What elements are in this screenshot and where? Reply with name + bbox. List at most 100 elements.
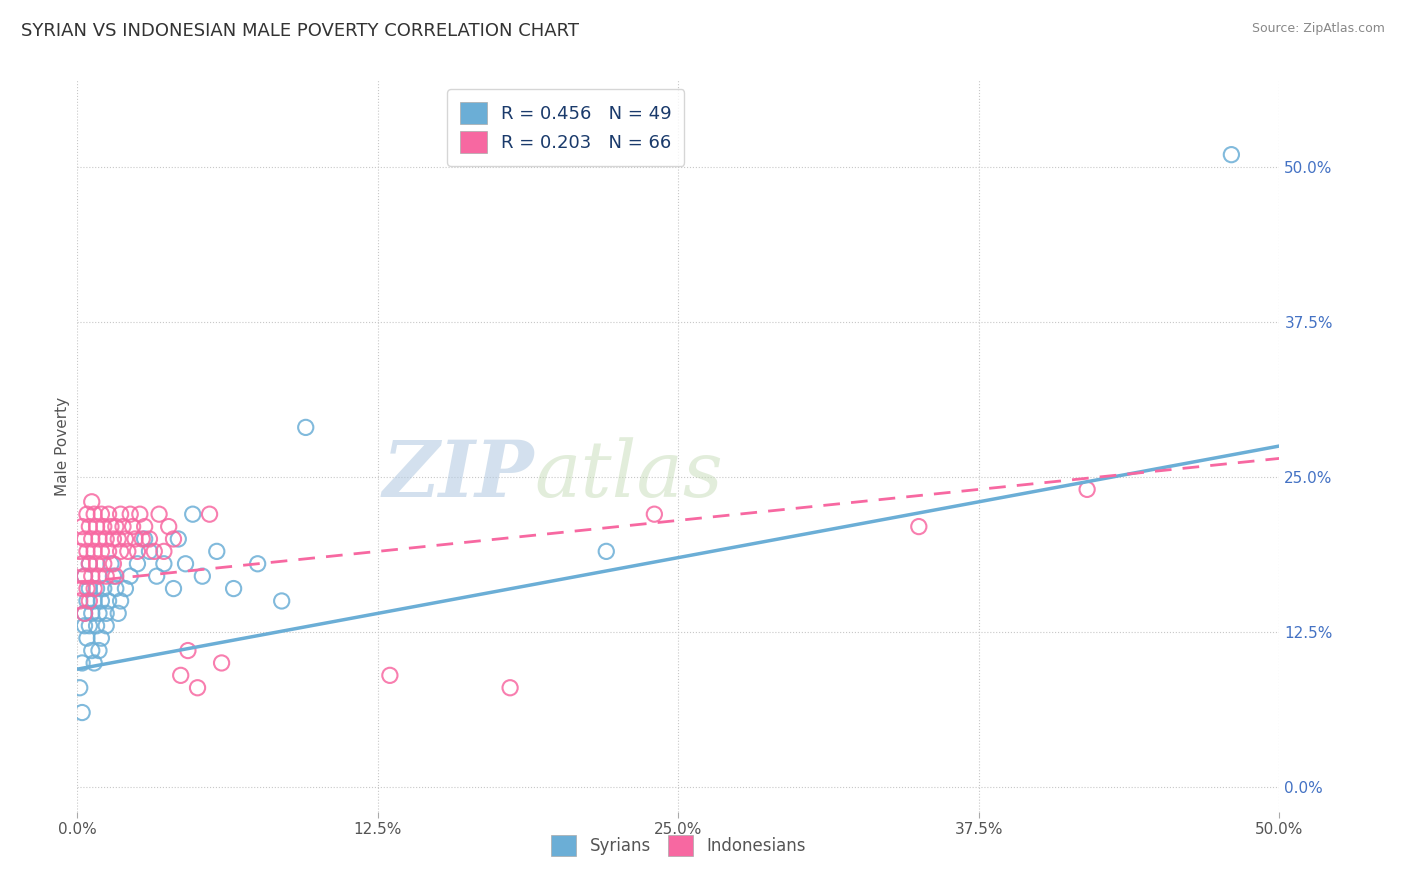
Point xyxy=(87,643,110,657)
Point xyxy=(153,557,176,571)
Point xyxy=(499,681,522,695)
Point xyxy=(127,557,149,571)
Point xyxy=(70,656,93,670)
Point xyxy=(76,582,98,596)
Point xyxy=(145,569,167,583)
Point xyxy=(73,607,96,621)
Point xyxy=(198,507,221,521)
Point xyxy=(79,594,101,608)
Point xyxy=(86,557,108,571)
Point xyxy=(170,668,193,682)
Point xyxy=(181,507,204,521)
Point xyxy=(100,557,122,571)
Y-axis label: Male Poverty: Male Poverty xyxy=(55,396,70,496)
Point xyxy=(76,631,98,645)
Point xyxy=(1220,147,1243,161)
Point xyxy=(191,569,214,583)
Point xyxy=(167,532,190,546)
Point xyxy=(90,544,112,558)
Point xyxy=(120,507,142,521)
Point xyxy=(79,557,101,571)
Point xyxy=(104,569,127,583)
Point xyxy=(76,507,98,521)
Point xyxy=(643,507,665,521)
Text: SYRIAN VS INDONESIAN MALE POVERTY CORRELATION CHART: SYRIAN VS INDONESIAN MALE POVERTY CORREL… xyxy=(21,22,579,40)
Point xyxy=(73,607,96,621)
Point xyxy=(90,594,112,608)
Point xyxy=(80,532,103,546)
Point xyxy=(138,532,160,546)
Point xyxy=(70,519,93,533)
Point xyxy=(153,544,176,558)
Point xyxy=(124,532,146,546)
Point xyxy=(86,582,108,596)
Point xyxy=(83,582,105,596)
Point xyxy=(595,544,617,558)
Point xyxy=(187,681,209,695)
Point xyxy=(90,631,112,645)
Point xyxy=(222,582,245,596)
Point xyxy=(70,557,93,571)
Point xyxy=(76,544,98,558)
Point xyxy=(70,582,93,596)
Point xyxy=(134,519,156,533)
Point xyxy=(103,569,125,583)
Point xyxy=(148,507,170,521)
Point xyxy=(73,569,96,583)
Point xyxy=(79,557,101,571)
Point xyxy=(86,519,108,533)
Point xyxy=(76,594,98,608)
Point xyxy=(162,532,184,546)
Point xyxy=(121,519,143,533)
Point xyxy=(83,656,105,670)
Point xyxy=(128,507,150,521)
Point xyxy=(83,507,105,521)
Point xyxy=(270,594,292,608)
Point xyxy=(79,582,101,596)
Point xyxy=(211,656,233,670)
Point xyxy=(908,519,931,533)
Text: ZIP: ZIP xyxy=(382,437,534,514)
Point xyxy=(80,643,103,657)
Point xyxy=(127,544,149,558)
Point xyxy=(96,607,118,621)
Point xyxy=(80,495,103,509)
Point xyxy=(87,569,110,583)
Point xyxy=(96,532,118,546)
Point xyxy=(205,544,228,558)
Point xyxy=(110,594,132,608)
Point xyxy=(110,544,132,558)
Text: atlas: atlas xyxy=(534,437,723,514)
Point xyxy=(378,668,401,682)
Point xyxy=(97,594,120,608)
Point xyxy=(93,519,115,533)
Point xyxy=(73,569,96,583)
Point xyxy=(1076,483,1098,497)
Point xyxy=(294,420,316,434)
Point xyxy=(69,681,91,695)
Point xyxy=(87,532,110,546)
Point xyxy=(97,544,120,558)
Point xyxy=(93,557,115,571)
Point xyxy=(69,594,91,608)
Point xyxy=(96,619,118,633)
Point xyxy=(103,532,125,546)
Legend: Syrians, Indonesians: Syrians, Indonesians xyxy=(541,825,815,865)
Point xyxy=(143,544,166,558)
Point xyxy=(134,532,156,546)
Point xyxy=(70,706,93,720)
Point xyxy=(80,569,103,583)
Point xyxy=(73,619,96,633)
Point xyxy=(162,582,184,596)
Point xyxy=(87,607,110,621)
Point xyxy=(157,519,180,533)
Point xyxy=(80,607,103,621)
Point xyxy=(86,619,108,633)
Point xyxy=(90,507,112,521)
Point xyxy=(79,519,101,533)
Point xyxy=(174,557,197,571)
Point xyxy=(177,643,200,657)
Point xyxy=(96,569,118,583)
Point xyxy=(138,544,160,558)
Point xyxy=(73,532,96,546)
